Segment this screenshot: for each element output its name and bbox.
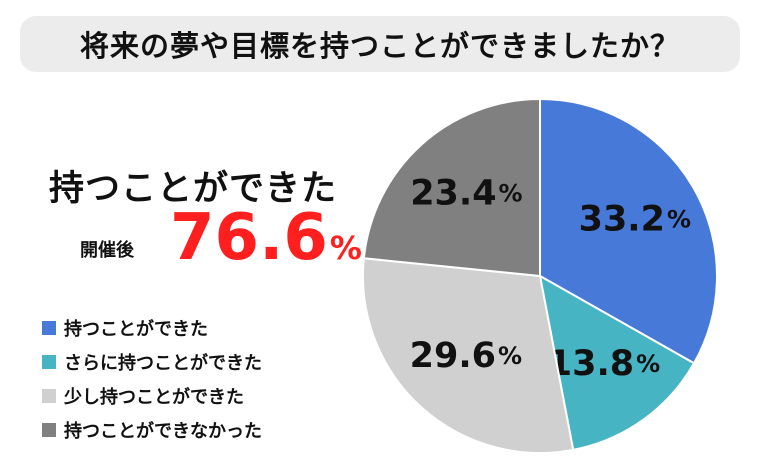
pie-label-4: 23.4% [410,174,522,214]
pie-label-value-2: 13.8 [548,344,634,384]
pie-label-1: 33.2% [579,200,691,240]
legend-label-1: 持つことができた [64,318,208,340]
legend-label-3: 少し持つことができた [64,386,244,408]
legend-swatch-4 [42,422,56,437]
pie-label-unit-3: % [498,342,522,370]
chart-title: 将来の夢や目標を持つことができましたか？ [20,16,740,72]
after-label: 開催後 [80,240,134,261]
legend-swatch-1 [42,320,56,335]
pie-label-value-1: 33.2 [579,200,665,240]
pie-label-unit-2: % [636,350,660,378]
pie-slice-3 [362,257,575,454]
legend-item-1: 持つことができた [42,314,342,341]
legend-label-4: 持つことができなかった [64,420,262,442]
legend-swatch-3 [42,388,56,403]
summary-headline: 持つことができた [48,169,337,209]
summary-unit: % [329,229,362,267]
pie-chart: 33.2%13.8%29.6%23.4% [362,97,718,454]
pie-label-2: 13.8% [548,344,660,384]
legend-item-3: 少し持つことができた [42,382,342,409]
legend: 持つことができた さらに持つことができた 少し持つことができた 持つことができな… [42,314,342,450]
summary-value: 76.6 [170,201,328,275]
pie-slice-4 [362,97,541,278]
pie-slice-2 [538,274,696,452]
legend-item-2: さらに持つことができた [42,348,342,375]
pie-label-value-4: 23.4 [410,174,496,214]
legend-swatch-2 [42,354,56,369]
summary-percent: 76.6% [170,206,362,270]
legend-item-4: 持つことができなかった [42,416,342,443]
pie-label-unit-4: % [499,180,523,208]
pie-label-unit-1: % [667,206,691,234]
legend-label-2: さらに持つことができた [64,352,262,374]
pie-label-3: 29.6% [410,336,522,376]
pie-label-value-3: 29.6 [410,336,496,376]
pie-slice-1 [539,97,718,365]
